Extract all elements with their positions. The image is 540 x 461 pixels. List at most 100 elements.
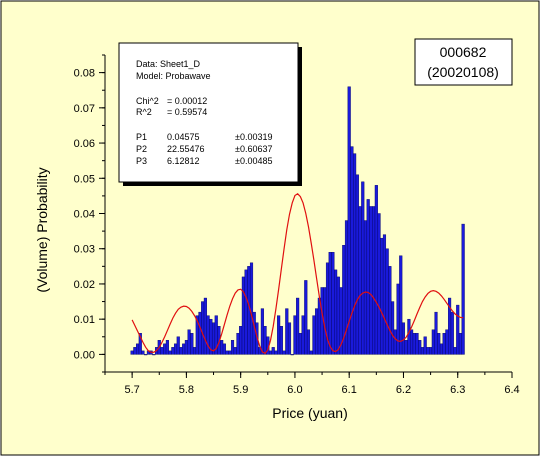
histogram-bar (380, 237, 384, 355)
histogram-bar (388, 266, 392, 355)
histogram-bar (450, 311, 454, 355)
histogram-bar (203, 297, 207, 355)
y-tick-label: 0.07 (74, 103, 95, 115)
histogram-bar (410, 329, 414, 355)
histogram-bar (206, 315, 210, 355)
histogram-bar (328, 252, 332, 355)
y-tick-label: 0.04 (74, 209, 95, 221)
histogram-bar (437, 333, 441, 355)
histogram-bar (420, 347, 425, 355)
param-p3-value: 6.12812 (167, 156, 200, 166)
histogram-bar (458, 333, 462, 355)
histogram-bar (282, 350, 286, 355)
histogram-bar (271, 347, 275, 355)
x-tick-label: 6.0 (287, 384, 302, 396)
fit-curve (131, 193, 464, 355)
histogram-bar (415, 333, 419, 355)
y-axis-ticks: 0.00 0.01 0.02 0.03 0.04 0.05 0.06 0.07 0.08 (74, 54, 105, 373)
histogram-bar (393, 329, 397, 355)
histogram-bar (429, 347, 433, 355)
histogram-bar (396, 283, 400, 355)
histogram-bar (230, 340, 235, 355)
histogram-bar (445, 329, 449, 355)
histogram-bar (184, 340, 188, 355)
histogram-bar (249, 262, 254, 355)
histogram-bar (163, 343, 167, 355)
histogram-bar (293, 315, 297, 355)
param-p1-name: P1 (136, 132, 147, 142)
histogram-bar (355, 174, 359, 355)
stats-chi-label: Chi^2 (136, 96, 159, 106)
stock-date: (20020108) (427, 64, 499, 80)
histogram-bar (461, 223, 465, 355)
histogram-bar (347, 86, 351, 355)
histogram-bar (141, 350, 145, 355)
y-tick-label: 0.02 (74, 279, 95, 291)
x-tick-label: 6.1 (342, 384, 357, 396)
histogram-bar (138, 333, 142, 355)
histogram-bar (350, 146, 354, 355)
param-p3-name: P3 (136, 156, 147, 166)
histogram-bar (144, 354, 148, 356)
histogram-bar (152, 354, 156, 356)
histogram-bar (182, 343, 186, 355)
histogram-bar (301, 315, 305, 355)
histogram-bar (263, 326, 267, 355)
histogram-bar (366, 199, 370, 355)
histogram-bar (268, 350, 273, 355)
histogram-bar (407, 318, 411, 355)
histogram-bar (315, 308, 319, 355)
x-tick-label: 5.9 (233, 384, 248, 396)
histogram-bar (135, 343, 140, 355)
histogram-bar (228, 350, 232, 355)
histogram-bar (274, 350, 278, 355)
param-p2-name: P2 (136, 144, 147, 154)
x-tick-label: 6.4 (504, 384, 519, 396)
y-axis-label: (Volume) Probability (34, 167, 50, 292)
histogram-bar (336, 276, 340, 355)
histogram-bar (353, 153, 357, 355)
histogram-bar (312, 315, 316, 355)
histogram-bar (399, 255, 403, 355)
histogram-bar (252, 311, 256, 355)
stock-code: 000682 (440, 44, 487, 60)
x-tick-label: 5.7 (124, 384, 139, 396)
histogram-bar (290, 354, 294, 356)
histogram-bar (241, 276, 245, 355)
stats-r-label: R^2 (136, 107, 152, 117)
param-p1-error: ±0.00319 (235, 132, 272, 142)
histogram-bar (304, 280, 308, 355)
x-tick-label: 5.8 (179, 384, 194, 396)
histogram-bar (404, 340, 408, 355)
histogram-bars (130, 86, 465, 356)
histogram-bar (201, 301, 205, 355)
histogram-bar (192, 347, 197, 355)
histogram-bar (176, 336, 180, 355)
histogram-bar (374, 185, 378, 355)
histogram-bar (363, 220, 368, 355)
x-axis-label: Price (yuan) (272, 405, 347, 421)
histogram-bar (334, 269, 338, 355)
y-tick-label: 0.03 (74, 244, 95, 256)
histogram-bar (306, 329, 311, 355)
histogram-bar (130, 350, 134, 355)
histogram-bar (369, 206, 373, 355)
stock-label-box: 000682 (20020108) (414, 38, 513, 86)
histogram-bar (239, 326, 243, 355)
y-tick-label: 0.06 (74, 138, 95, 150)
histogram-bar (434, 311, 438, 355)
histogram-bar (168, 350, 172, 355)
histogram-bar (426, 347, 430, 355)
histogram-bar (309, 350, 313, 355)
histogram-bar (179, 347, 183, 355)
histogram-bar (382, 234, 387, 355)
histogram-bar (279, 326, 283, 355)
histogram-bar (225, 350, 229, 355)
histogram-bar (361, 181, 365, 355)
x-tick-label: 6.3 (450, 384, 465, 396)
histogram-bar (453, 347, 457, 355)
histogram-bar (277, 315, 281, 355)
histogram-bar (385, 248, 389, 355)
